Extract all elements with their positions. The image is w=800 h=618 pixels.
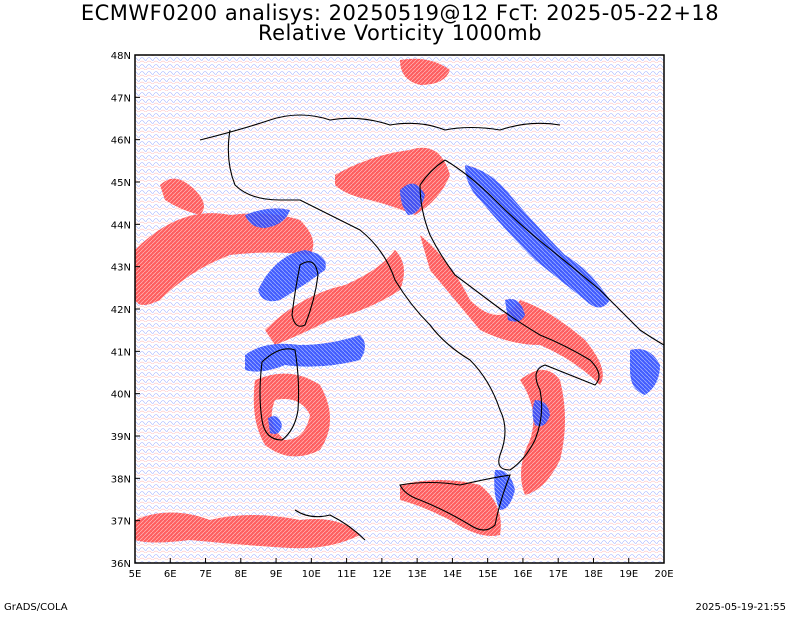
- lon-label: 17E: [549, 569, 568, 580]
- lon-label: 8E: [234, 569, 247, 580]
- red-band-north: [160, 178, 204, 215]
- corsica-coastline: [291, 261, 319, 327]
- lat-label: 44N: [111, 220, 131, 231]
- blue-band-adriatic: [465, 165, 610, 308]
- lon-label: 7E: [199, 569, 212, 580]
- coastlines: [199, 114, 664, 541]
- lat-label: 45N: [111, 178, 131, 189]
- balkan-coastline: [444, 159, 664, 346]
- lon-label: 20E: [654, 569, 673, 580]
- tunisia-coastline: [294, 509, 366, 541]
- lon-label: 11E: [337, 569, 356, 580]
- longitude-labels: 5E 6E 7E 8E 9E 10E 11E 12E 13E 14E 15E 16E 17E 18E 19E…: [129, 569, 674, 580]
- axis-ticks: [134, 54, 665, 564]
- negative-vorticity-areas: [245, 165, 660, 510]
- title-line-1: ECMWF0200 analisys: 20250519@12 FcT: 202…: [80, 1, 720, 25]
- footer-right: 2025-05-19-21:55: [695, 602, 786, 613]
- blue-cell-sardinia: [268, 416, 282, 434]
- red-band-tyrrhenian: [265, 250, 404, 345]
- lon-label: 13E: [408, 569, 427, 580]
- blue-band-po: [400, 183, 425, 215]
- lat-label: 40N: [111, 390, 131, 401]
- red-band-calabria: [520, 370, 565, 495]
- lon-label: 10E: [302, 569, 321, 580]
- alps-border: [199, 114, 561, 141]
- red-band-south: [135, 512, 360, 549]
- lon-label: 5E: [129, 569, 142, 580]
- lat-label: 48N: [111, 51, 131, 62]
- blue-cell-corsica: [258, 250, 326, 302]
- red-band-ligurian: [135, 213, 314, 305]
- france-border: [227, 129, 300, 201]
- lat-label: 43N: [111, 263, 131, 274]
- blue-band-alps: [245, 208, 290, 228]
- lat-label: 41N: [111, 347, 131, 358]
- lat-label: 39N: [111, 432, 131, 443]
- lat-label: 36N: [111, 559, 131, 570]
- lon-label: 18E: [584, 569, 603, 580]
- sicily-coastline: [399, 474, 511, 531]
- lon-label: 19E: [619, 569, 638, 580]
- lat-label: 47N: [111, 93, 131, 104]
- lon-label: 12E: [372, 569, 391, 580]
- lat-label: 37N: [111, 517, 131, 528]
- background-contours: [135, 55, 664, 563]
- latitude-labels: 48N 47N 46N 45N 44N 43N 42N 41N 40N 39N 38N 37N 36N: [111, 51, 131, 570]
- red-band-sicily: [400, 480, 501, 536]
- red-ring-sardinia: [253, 373, 330, 457]
- footer-left: GrADS/COLA: [4, 602, 68, 613]
- positive-vorticity-areas: [135, 58, 603, 549]
- italy-coastline: [299, 159, 600, 471]
- title-line-2: Relative Vorticity 1000mb: [257, 21, 543, 45]
- blue-band-tyrrhenian: [245, 335, 365, 372]
- lon-label: 6E: [164, 569, 177, 580]
- lon-label: 15E: [478, 569, 497, 580]
- sardinia-coastline: [259, 348, 300, 441]
- lat-label: 46N: [111, 136, 131, 147]
- lat-label: 38N: [111, 474, 131, 485]
- blue-cell-ionian: [630, 349, 660, 395]
- field-layer: [135, 55, 664, 563]
- lon-label: 14E: [443, 569, 462, 580]
- lon-label: 9E: [270, 569, 283, 580]
- red-band-alps: [400, 58, 450, 85]
- lat-label: 42N: [111, 305, 131, 316]
- lon-label: 16E: [513, 569, 532, 580]
